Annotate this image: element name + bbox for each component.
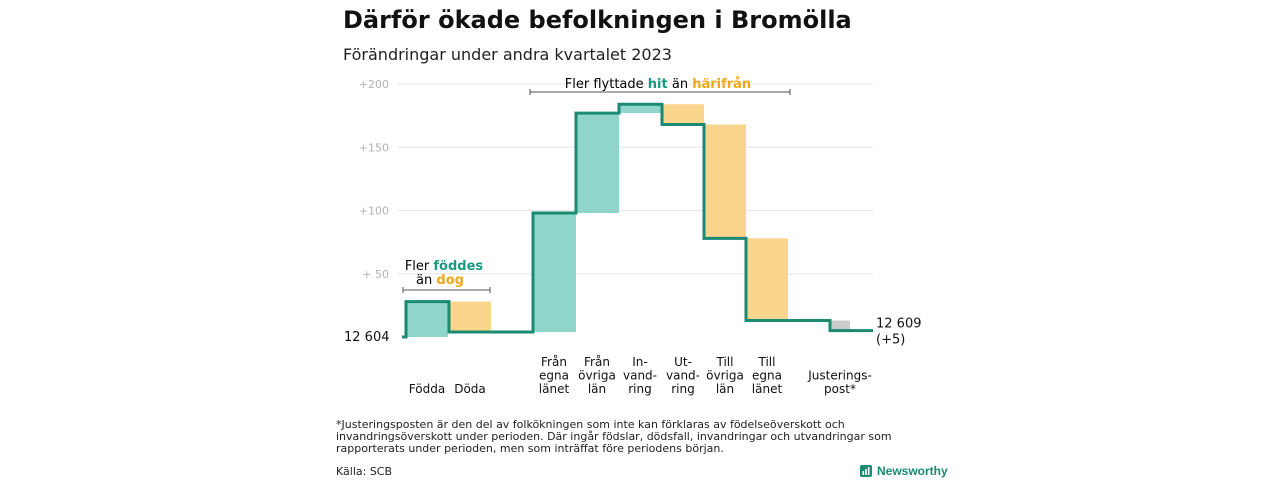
category-label: egna xyxy=(539,369,569,383)
gridlines xyxy=(398,83,873,275)
births-annotation-line1: Fler föddes xyxy=(405,259,484,274)
step-line-layer xyxy=(402,102,873,339)
category-label: Från xyxy=(584,355,610,369)
category-label: Justerings- xyxy=(807,369,872,383)
category-label: länet xyxy=(752,382,783,396)
ann-text: än xyxy=(416,273,436,288)
ann-text: Fler xyxy=(405,259,434,274)
end-value-label: 12 609 xyxy=(876,317,922,332)
migration-annotation: Fler flyttade hit än härifrån xyxy=(565,77,751,92)
source-label: Källa: SCB xyxy=(336,465,393,478)
category-label: ring xyxy=(628,382,652,396)
brand-logo: Newsworthy xyxy=(860,464,948,478)
chart-title: Därför ökade befolkningen i Bromölla xyxy=(343,6,852,34)
category-label: län xyxy=(588,382,606,396)
bar-0 xyxy=(406,301,448,337)
y-tick-label: +100 xyxy=(359,205,389,218)
category-label: Till xyxy=(758,355,776,369)
category-label: Från xyxy=(541,355,567,369)
y-tick-label: +150 xyxy=(359,141,389,154)
category-label: vand- xyxy=(623,369,657,383)
bar-4 xyxy=(619,104,662,114)
category-label: egna xyxy=(752,369,782,383)
start-value-label: 12 604 xyxy=(344,330,390,345)
step-line xyxy=(402,102,873,339)
bar-3 xyxy=(576,113,619,214)
waterfall-chart: +200 +150 +100 + 50 12 604 12 609(+5) Födda Dö… xyxy=(344,77,922,396)
end-change-label: (+5) xyxy=(876,333,905,348)
category-label: In- xyxy=(632,355,647,369)
category-label: Till xyxy=(716,355,734,369)
newsworthy-logo-icon xyxy=(860,465,872,477)
bar-7 xyxy=(746,238,788,321)
footnote: *Justeringsposten är den del av folkökni… xyxy=(336,418,892,455)
category-label: Ut- xyxy=(674,355,692,369)
y-tick-label: + 50 xyxy=(362,268,389,281)
y-tick-label: +200 xyxy=(359,78,389,91)
y-axis-ticks: +200 +150 +100 + 50 xyxy=(359,78,389,281)
category-label: post* xyxy=(824,382,856,396)
bar-2 xyxy=(533,213,576,332)
bar-1 xyxy=(449,301,491,332)
category-label: ring xyxy=(671,382,695,396)
ann-text: än xyxy=(668,77,692,92)
category-label: Döda xyxy=(454,382,486,396)
category-label: Födda xyxy=(409,382,445,396)
ann-bold: dog xyxy=(436,273,464,288)
bar-8 xyxy=(830,320,850,331)
ann-bold: hit xyxy=(648,77,668,92)
category-label: länet xyxy=(539,382,570,396)
category-label: övriga xyxy=(578,369,616,383)
category-label: övriga xyxy=(706,369,744,383)
brand-name: Newsworthy xyxy=(877,464,948,478)
ann-text: Fler flyttade xyxy=(565,77,648,92)
ann-bold: föddes xyxy=(433,259,483,274)
ann-bold: härifrån xyxy=(692,77,751,92)
births-annotation-line2: än dog xyxy=(416,273,464,288)
bar-6 xyxy=(704,124,746,239)
chart-subtitle: Förändringar under andra kvartalet 2023 xyxy=(343,45,672,64)
category-label: vand- xyxy=(666,369,700,383)
bar-5 xyxy=(662,104,704,125)
bars xyxy=(406,104,850,337)
category-label: län xyxy=(716,382,734,396)
